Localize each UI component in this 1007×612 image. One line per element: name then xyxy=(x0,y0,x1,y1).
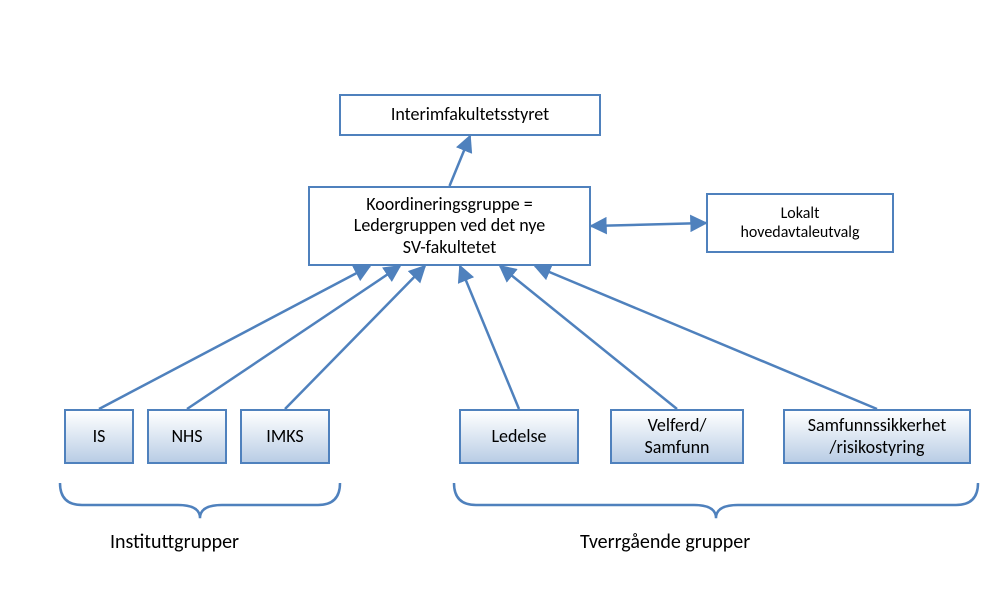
node-koordineringsgruppe: Koordineringsgruppe = Ledergruppen ved d… xyxy=(308,186,591,266)
connector-arrow xyxy=(187,266,400,409)
node-ledelse: Ledelse xyxy=(459,409,579,464)
node-label: Lokalt hovedavtaleutvalg xyxy=(741,204,860,242)
group-brace xyxy=(60,483,340,518)
node-label: Velferd/ Samfunn xyxy=(644,415,709,458)
connector-arrow xyxy=(460,266,519,409)
connector-arrow xyxy=(500,266,677,409)
node-interimfakultetsstyret: Interimfakultetsstyret xyxy=(339,94,601,136)
group-brace xyxy=(454,483,978,518)
node-label: Samfunnssikkerhet /risikostyring xyxy=(808,415,947,458)
node-label: IS xyxy=(93,426,106,448)
node-label: Koordineringsgruppe = Ledergruppen ved d… xyxy=(354,194,545,259)
label-text: Instituttgrupper xyxy=(110,530,239,554)
node-lokalt-hovedavtaleutvalg: Lokalt hovedavtaleutvalg xyxy=(706,193,894,253)
node-samfunnssikkerhet: Samfunnssikkerhet /risikostyring xyxy=(783,409,971,464)
node-label: IMKS xyxy=(266,426,303,448)
connector-arrow xyxy=(535,266,877,409)
node-label: NHS xyxy=(171,426,202,448)
label-text: Tverrgående grupper xyxy=(580,530,750,554)
connector-arrow xyxy=(450,136,471,186)
connector-arrow xyxy=(99,266,370,409)
connectors-layer xyxy=(0,0,1007,612)
node-is: IS xyxy=(64,409,134,464)
node-label: Ledelse xyxy=(491,426,546,448)
connector-arrow xyxy=(285,266,425,409)
node-nhs: NHS xyxy=(147,409,227,464)
group-label-instituttgrupper: Instituttgrupper xyxy=(110,530,239,554)
node-label: Interimfakultetsstyret xyxy=(391,104,549,126)
group-label-tverrgaaende: Tverrgående grupper xyxy=(580,530,750,554)
node-velferd-samfunn: Velferd/ Samfunn xyxy=(610,409,744,464)
node-imks: IMKS xyxy=(240,409,330,464)
connector-arrow xyxy=(591,223,706,226)
diagram-stage: Interimfakultetsstyret Koordineringsgrup… xyxy=(0,0,1007,612)
